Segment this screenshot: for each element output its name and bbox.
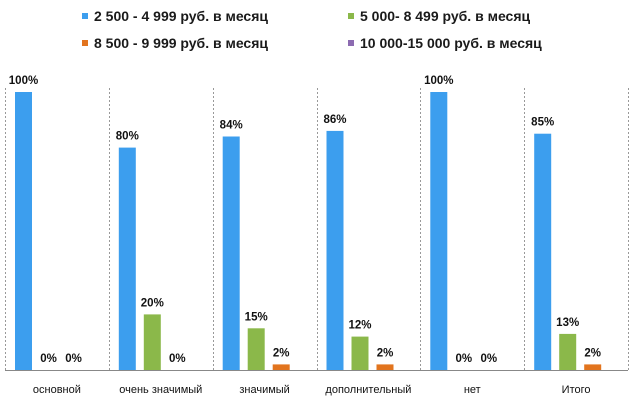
legend-swatch-icon bbox=[82, 13, 88, 19]
legend-swatch-icon bbox=[348, 40, 354, 46]
legend-label: 5 000- 8 499 руб. в месяц bbox=[360, 8, 531, 24]
legend-swatch-icon bbox=[82, 40, 88, 46]
bar bbox=[376, 364, 394, 370]
bar bbox=[272, 364, 290, 370]
legend-label: 8 500 - 9 999 руб. в месяц bbox=[94, 35, 268, 51]
category-label: очень значимый bbox=[119, 384, 202, 396]
bar bbox=[143, 314, 161, 370]
data-label: 13% bbox=[556, 317, 579, 329]
bar bbox=[584, 364, 602, 370]
legend-label: 10 000-15 000 руб. в месяц bbox=[360, 35, 542, 51]
data-label: 2% bbox=[377, 347, 394, 359]
category-label: значимый bbox=[239, 384, 289, 396]
chart-legend: 2 500 - 4 999 руб. в месяц 5 000- 8 499 … bbox=[0, 0, 630, 62]
legend-item-10000-15000: 10 000-15 000 руб. в месяц bbox=[348, 35, 542, 51]
legend-item-8500-9999: 8 500 - 9 999 руб. в месяц bbox=[82, 35, 268, 51]
data-label: 80% bbox=[116, 131, 139, 143]
legend-swatch-icon bbox=[348, 13, 354, 19]
category-label: Итого bbox=[562, 384, 591, 396]
bar bbox=[118, 147, 136, 370]
category-label: дополнительный bbox=[325, 384, 411, 396]
bar bbox=[15, 92, 32, 370]
data-label: 0% bbox=[455, 353, 472, 365]
legend-item-2500-4999: 2 500 - 4 999 руб. в месяц bbox=[82, 8, 268, 24]
data-label: 86% bbox=[323, 114, 346, 126]
data-label: 85% bbox=[531, 117, 554, 129]
data-label: 84% bbox=[220, 120, 243, 132]
data-label: 2% bbox=[273, 347, 290, 359]
data-label: 0% bbox=[169, 353, 186, 365]
bar bbox=[222, 136, 240, 370]
legend-label: 2 500 - 4 999 руб. в месяц bbox=[94, 8, 268, 24]
bar bbox=[430, 92, 448, 370]
bar bbox=[534, 133, 552, 370]
data-label: 20% bbox=[141, 297, 164, 309]
data-label: 0% bbox=[65, 353, 82, 365]
data-label: 12% bbox=[348, 320, 371, 332]
data-label: 2% bbox=[584, 347, 601, 359]
category-label: основной bbox=[33, 384, 81, 396]
bar bbox=[351, 336, 369, 370]
category-label: нет bbox=[464, 384, 481, 396]
data-label: 15% bbox=[245, 311, 268, 323]
data-label: 0% bbox=[40, 353, 57, 365]
bar bbox=[247, 328, 265, 370]
bar bbox=[326, 130, 344, 370]
data-label: 100% bbox=[424, 75, 453, 87]
bar bbox=[559, 333, 577, 370]
data-label: 100% bbox=[9, 75, 38, 87]
legend-item-5000-8499: 5 000- 8 499 руб. в месяц bbox=[348, 8, 530, 24]
data-label: 0% bbox=[480, 353, 497, 365]
